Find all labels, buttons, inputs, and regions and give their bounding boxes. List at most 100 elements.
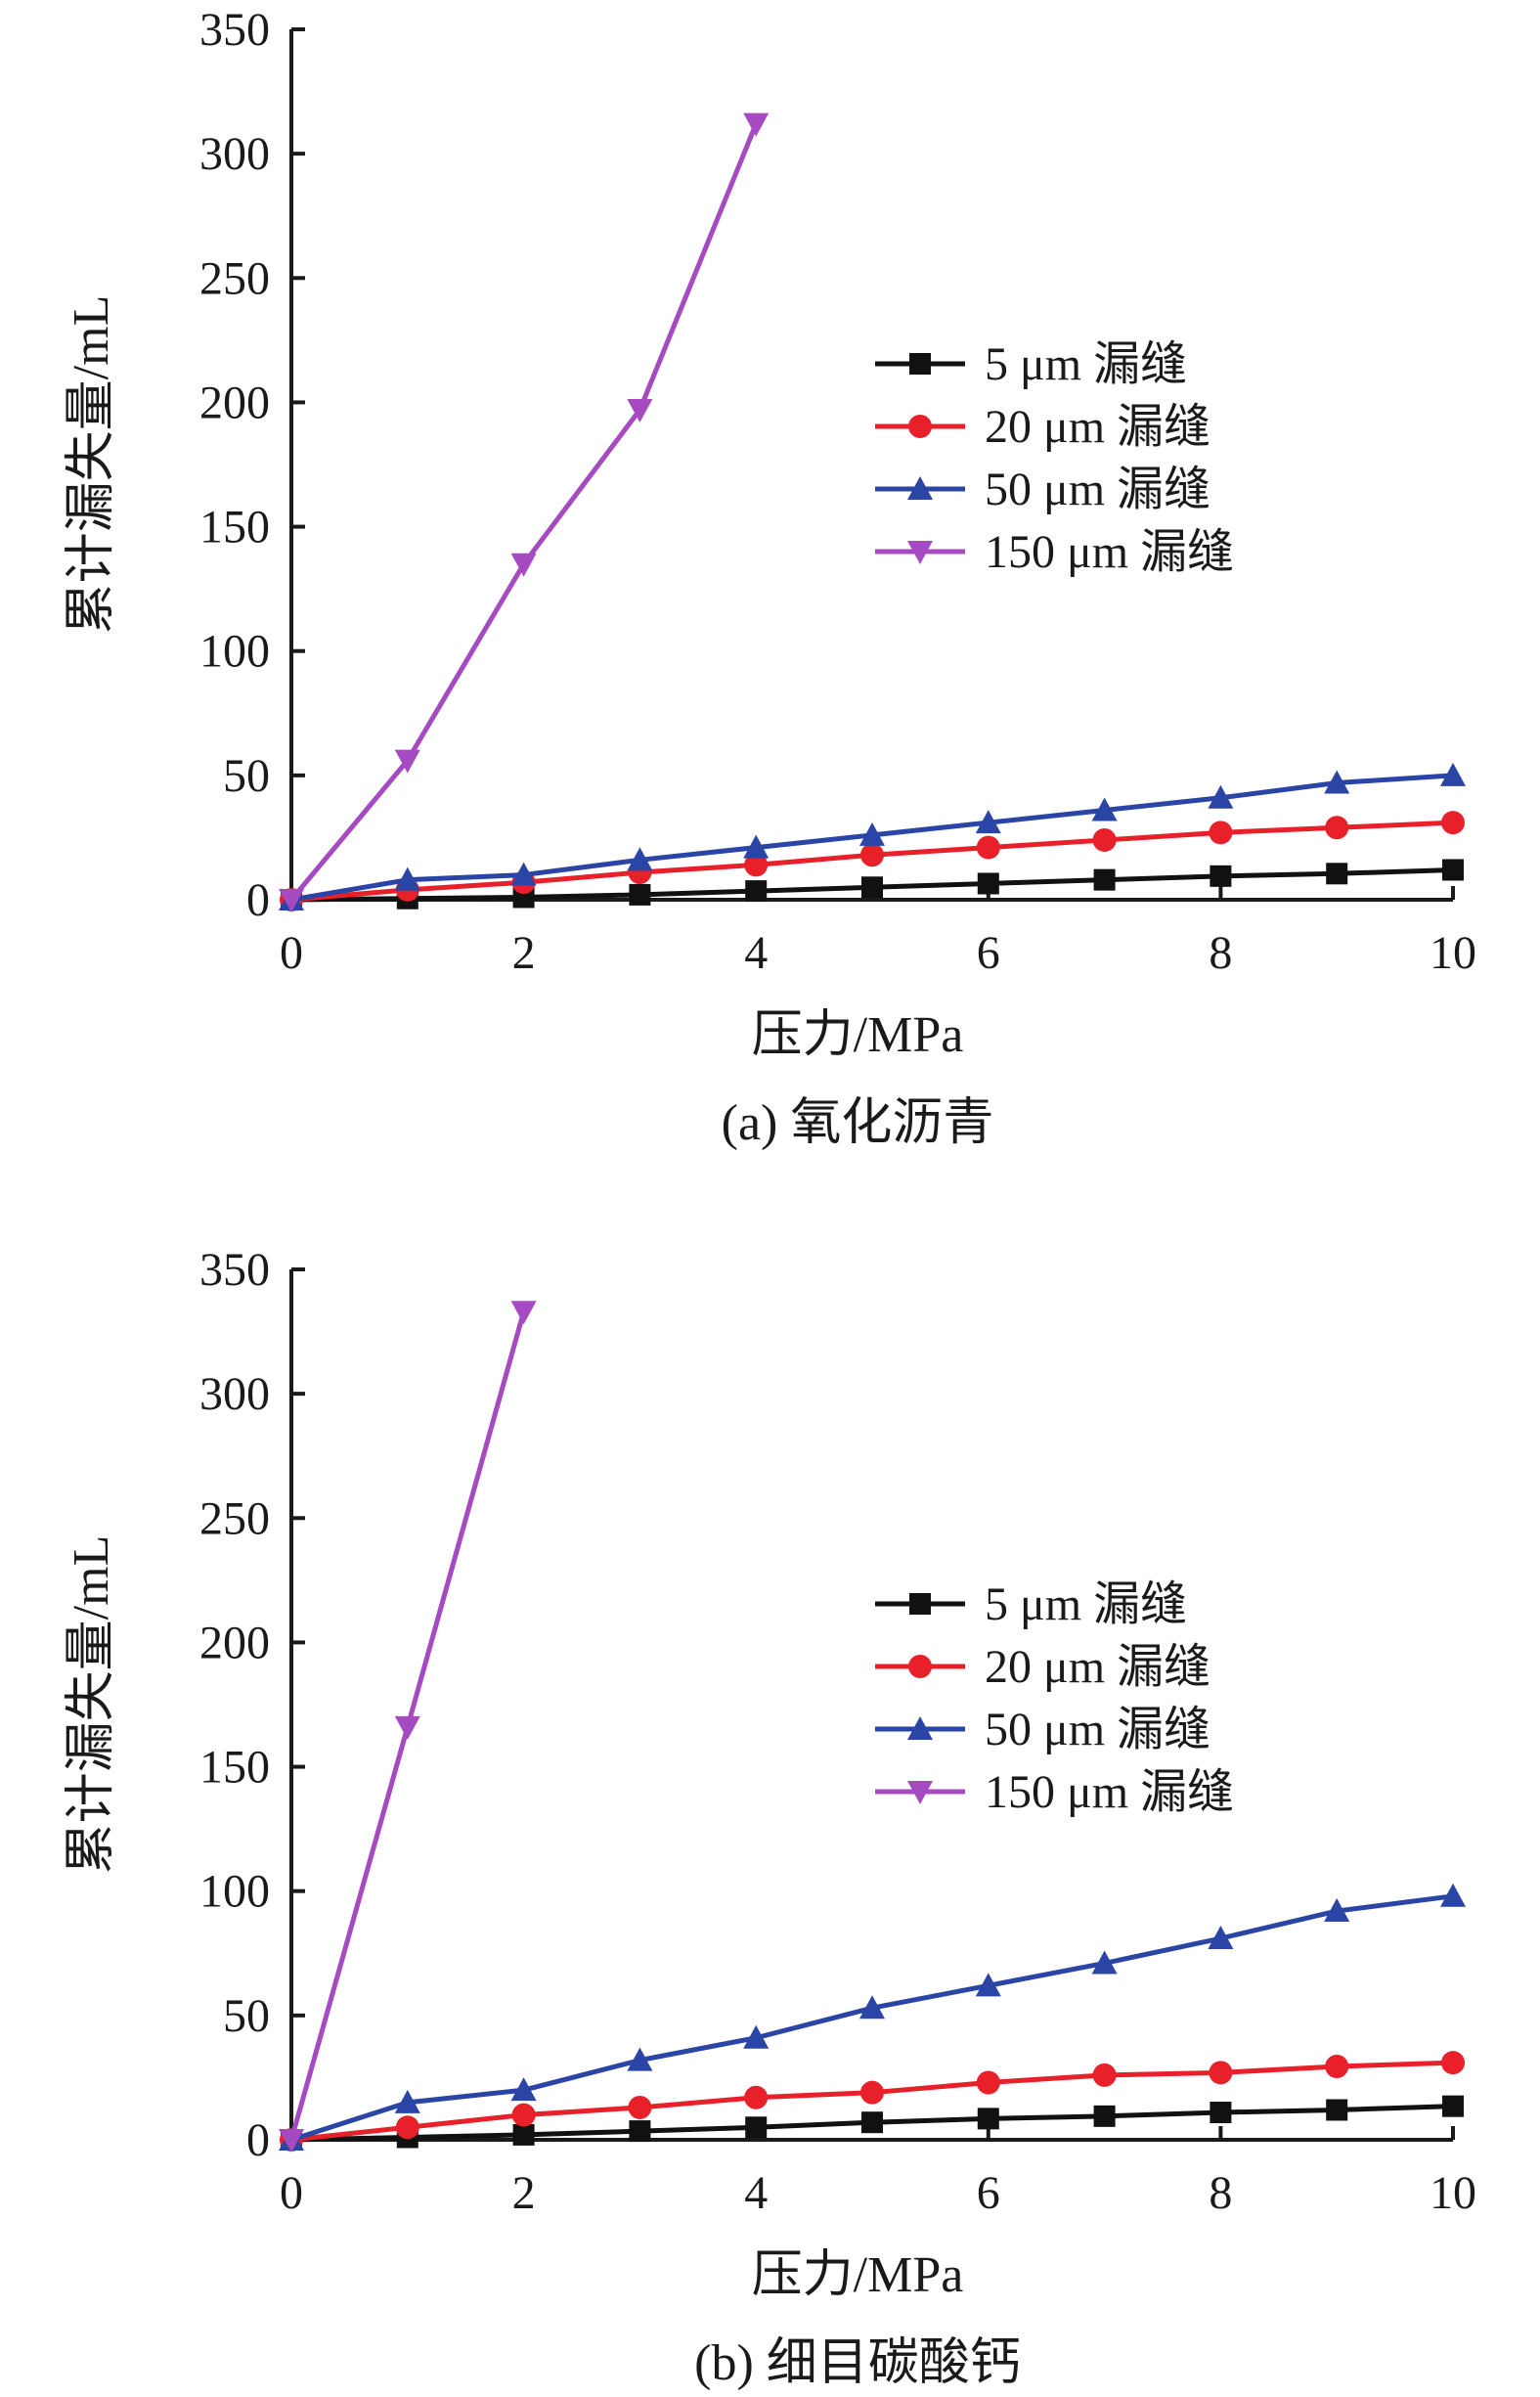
- data-point: [1324, 1898, 1350, 1923]
- y-tick-label: 150: [199, 1742, 270, 1794]
- data-point: [977, 2108, 999, 2130]
- data-point: [510, 862, 537, 886]
- data-point: [859, 821, 885, 846]
- x-tick-label: 0: [280, 927, 303, 979]
- data-point: [861, 876, 883, 899]
- data-point: [1092, 827, 1117, 852]
- legend: 5 μm 漏缝 20 μm 漏缝 50 μm 漏缝 150 μm 漏缝: [875, 1578, 1234, 1818]
- series-line: [289, 122, 759, 902]
- data-point: [1440, 1883, 1466, 1907]
- data-point: [860, 843, 884, 867]
- data-point: [1209, 2061, 1233, 2085]
- legend-label: 150 μm 漏缝: [985, 526, 1234, 578]
- chart-panel-a: 0 50 100 150 200 250 300 350 0 2 4 6 8 10 累计漏失量/mL 压力/M…: [64, 4, 1476, 1151]
- x-tick-label: 2: [512, 927, 536, 979]
- data-point: [1093, 2105, 1116, 2127]
- data-point: [1210, 2102, 1232, 2124]
- data-point: [1210, 865, 1232, 887]
- y-tick-label: 150: [199, 502, 270, 554]
- y-axis-label: 累计漏失量/mL: [64, 1535, 119, 1875]
- legend-label: 50 μm 漏缝: [985, 464, 1210, 515]
- data-point: [512, 2123, 535, 2146]
- data-point: [627, 847, 653, 871]
- data-point: [1325, 2054, 1349, 2078]
- x-tick-label: 0: [280, 2167, 303, 2219]
- data-point: [1326, 2099, 1348, 2121]
- x-tick-label: 4: [744, 927, 768, 979]
- legend-label: 5 μm 漏缝: [985, 338, 1187, 390]
- data-point: [627, 399, 653, 423]
- data-point: [744, 2085, 769, 2109]
- legend-marker: [907, 476, 933, 500]
- data-point: [745, 880, 768, 903]
- x-axis-label: 压力/MPa: [752, 2247, 964, 2303]
- panel-caption: (b) 细目碳酸钙: [694, 2335, 1021, 2391]
- x-tick-label: 8: [1209, 927, 1232, 979]
- y-tick-label: 350: [199, 4, 270, 56]
- y-axis-label: 累计漏失量/mL: [64, 295, 119, 635]
- x-axis-label: 压力/MPa: [752, 1007, 964, 1063]
- data-point: [1441, 811, 1465, 835]
- legend-marker: [909, 1593, 931, 1615]
- data-point: [1208, 784, 1234, 809]
- legend-marker: [907, 1781, 933, 1804]
- data-point: [279, 889, 304, 912]
- data-point: [394, 749, 420, 774]
- series-triangle-up: [279, 762, 1466, 910]
- y-tick-label: 250: [199, 252, 270, 304]
- data-point: [744, 853, 769, 877]
- data-point: [745, 2116, 768, 2139]
- data-point: [743, 112, 770, 137]
- panel-caption: (a) 氧化沥青: [722, 1095, 994, 1151]
- data-point: [975, 1973, 1001, 1997]
- legend-marker: [908, 1655, 932, 1678]
- x-tick-label: 2: [512, 2167, 536, 2219]
- data-point: [975, 810, 1001, 834]
- data-point: [394, 866, 420, 891]
- data-point: [1093, 868, 1116, 891]
- data-point: [743, 834, 770, 859]
- data-point: [629, 2120, 651, 2143]
- legend: 5 μm 漏缝 20 μm 漏缝 50 μm 漏缝 150 μm 漏缝: [875, 338, 1234, 578]
- series-triangle-down: [279, 112, 770, 912]
- y-tick-label: 50: [223, 750, 270, 802]
- data-point: [976, 2070, 1000, 2095]
- legend-label: 50 μm 漏缝: [985, 1704, 1210, 1755]
- data-point: [510, 553, 537, 577]
- series-triangle-down: [279, 1301, 537, 2153]
- data-point: [394, 1715, 420, 1740]
- y-tick-label: 0: [246, 874, 270, 926]
- y-tick-label: 100: [199, 626, 270, 678]
- data-point: [511, 2103, 536, 2127]
- x-tick-label: 6: [977, 2167, 1000, 2219]
- data-point: [1208, 1926, 1234, 1950]
- data-point: [859, 1995, 885, 2020]
- data-point: [1209, 821, 1233, 845]
- legend-label: 20 μm 漏缝: [985, 1641, 1210, 1693]
- data-point: [977, 872, 999, 895]
- y-tick-label: 200: [199, 377, 270, 428]
- x-tick-label: 6: [977, 927, 1000, 979]
- y-tick-label: 300: [199, 1368, 270, 1420]
- data-point: [629, 883, 651, 906]
- y-tick-label: 50: [223, 1990, 270, 2042]
- data-point: [860, 2080, 884, 2105]
- legend-marker: [909, 353, 931, 375]
- y-tick-label: 100: [199, 1866, 270, 1918]
- data-point: [1442, 859, 1464, 881]
- data-point: [510, 1301, 537, 1325]
- y-tick-label: 200: [199, 1617, 270, 1668]
- data-point: [861, 2111, 883, 2134]
- legend-label: 150 μm 漏缝: [985, 1766, 1234, 1818]
- y-tick-label: 300: [199, 128, 270, 180]
- data-point: [1326, 863, 1348, 885]
- legend-label: 20 μm 漏缝: [985, 401, 1210, 453]
- data-point: [394, 2089, 420, 2113]
- x-tick-label: 4: [744, 2167, 768, 2219]
- legend-marker: [907, 1716, 933, 1740]
- legend-marker: [908, 415, 932, 438]
- data-point: [395, 2115, 419, 2140]
- data-point: [1441, 2051, 1465, 2075]
- series-circle: [280, 2051, 1465, 2152]
